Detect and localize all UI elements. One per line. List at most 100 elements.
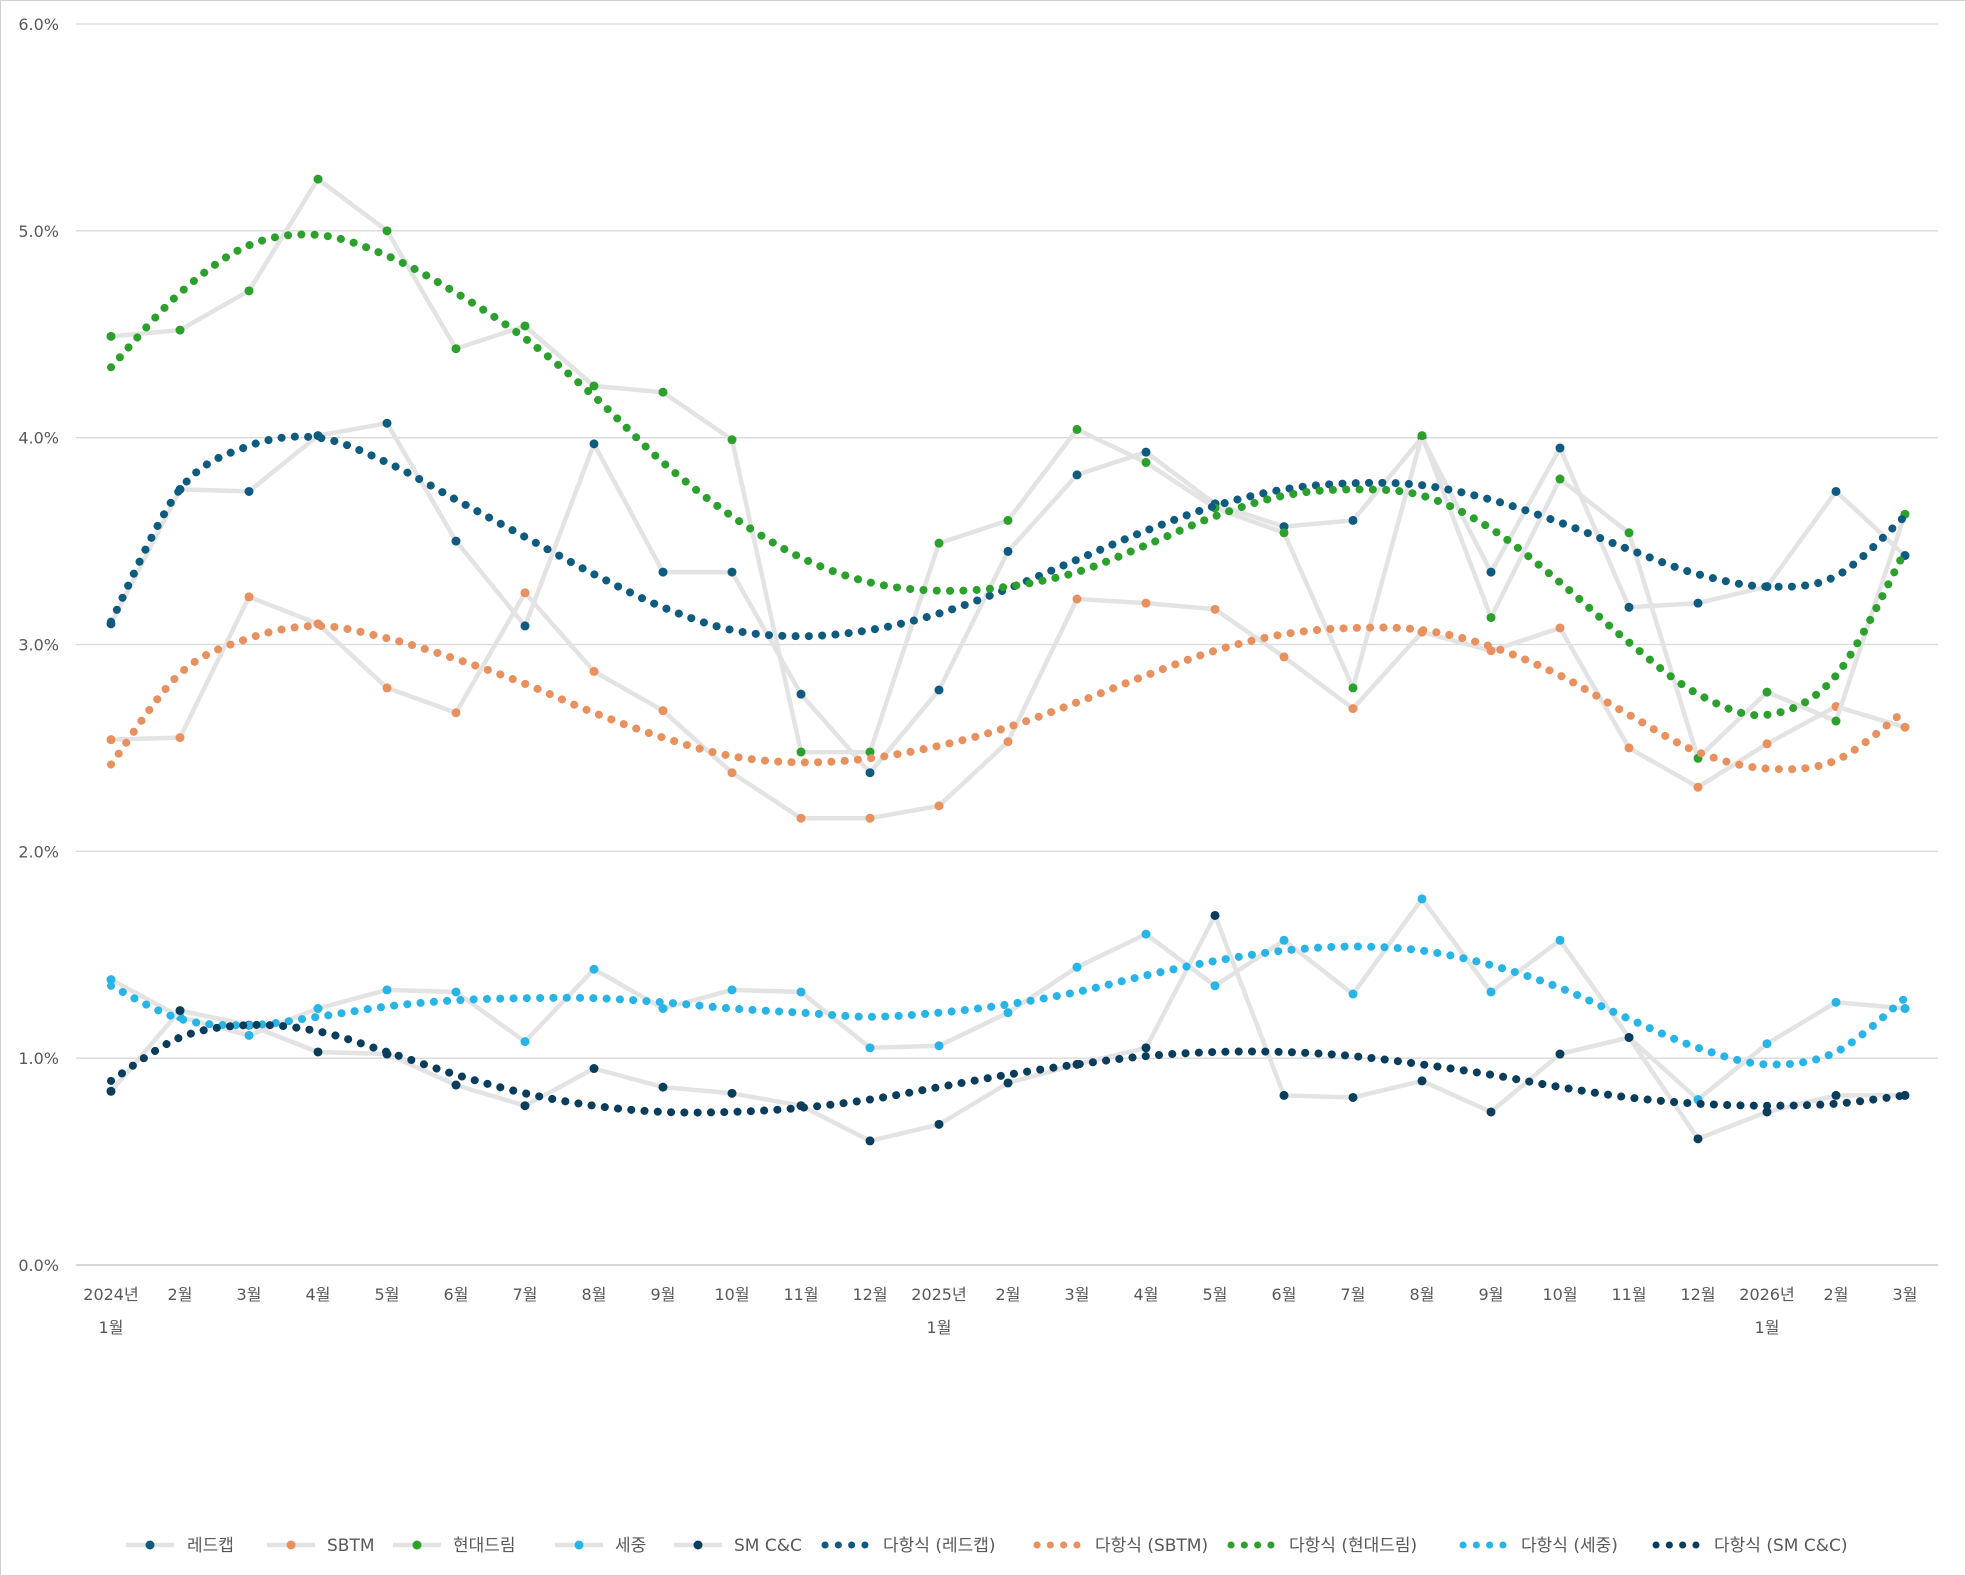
data-point xyxy=(1279,935,1289,945)
data-point xyxy=(934,1041,944,1051)
legend-label: SM C&C xyxy=(734,1536,802,1556)
data-point xyxy=(1417,1076,1427,1086)
data-point xyxy=(1555,1049,1565,1059)
series-lines xyxy=(106,174,1910,1146)
data-point xyxy=(1141,1043,1151,1053)
data-point xyxy=(589,1064,599,1074)
data-point xyxy=(1693,1134,1703,1144)
data-point xyxy=(313,1047,323,1057)
series-sm-c-c xyxy=(106,910,1910,1146)
data-point xyxy=(865,813,875,823)
legend-label: 세중 xyxy=(615,1536,646,1556)
data-point xyxy=(1348,704,1358,714)
data-point xyxy=(1693,782,1703,792)
data-point xyxy=(1900,722,1910,732)
data-point xyxy=(1348,1092,1358,1102)
x-tick-label: 2월 xyxy=(168,1285,193,1304)
y-tick-label: 2.0% xyxy=(18,842,59,861)
data-point xyxy=(1141,929,1151,939)
data-point xyxy=(865,1136,875,1146)
data-point xyxy=(1555,623,1565,633)
data-point xyxy=(451,987,461,997)
data-point xyxy=(1831,716,1841,726)
data-point xyxy=(658,387,668,397)
x-tick-label: 12월 xyxy=(852,1285,887,1304)
data-point xyxy=(1624,1032,1634,1042)
data-point xyxy=(1003,737,1013,747)
x-tick-label: 9월 xyxy=(1479,1285,1504,1304)
legend-label: 다항식 (레드캡) xyxy=(883,1536,996,1556)
trendline-다항식-sm-c-c xyxy=(107,1020,1909,1117)
data-point xyxy=(727,1088,737,1098)
legend-label: 다항식 (세중) xyxy=(1521,1536,1618,1556)
data-point xyxy=(1555,474,1565,484)
data-point xyxy=(313,174,323,184)
x-tick-label: 6월 xyxy=(444,1285,469,1304)
legend: 레드캡 SBTM 현대드림 세중 SM C&C 다항식 (레드캡) 다항식 (SBTM) 다항… xyxy=(126,1536,1847,1556)
data-point xyxy=(451,536,461,546)
data-point xyxy=(382,226,392,236)
data-point xyxy=(1693,598,1703,608)
legend-item-현대드림: 현대드림 xyxy=(393,1536,516,1556)
x-tick-label: 10월 xyxy=(714,1285,749,1304)
series-line xyxy=(110,176,1908,761)
data-point xyxy=(382,985,392,995)
legend-item-다항식-레드캡: 다항식 (레드캡) xyxy=(821,1536,996,1556)
data-point xyxy=(1348,515,1358,525)
data-point xyxy=(796,813,806,823)
data-point xyxy=(934,538,944,548)
y-tick-label: 4.0% xyxy=(18,429,59,448)
legend-label: 레드캡 xyxy=(187,1536,234,1556)
data-point xyxy=(1210,604,1220,614)
data-point xyxy=(1900,1004,1910,1014)
legend-item-다항식-sbtm: 다항식 (SBTM) xyxy=(1033,1536,1208,1556)
data-point xyxy=(658,706,668,716)
series-line xyxy=(109,913,1905,1144)
legend-item-sm-c-c: SM C&C xyxy=(674,1536,802,1556)
data-point xyxy=(658,1082,668,1092)
data-point xyxy=(313,1004,323,1014)
x-tick-label: 5월 xyxy=(1203,1285,1228,1304)
trendline-다항식-세중 xyxy=(107,942,1909,1069)
trendline-다항식-sbtm xyxy=(107,621,1909,774)
data-point xyxy=(244,592,254,602)
x-tick-label: 12월 xyxy=(1680,1285,1715,1304)
data-point xyxy=(520,1101,530,1111)
legend-swatch-marker xyxy=(412,1540,422,1550)
data-point xyxy=(796,987,806,997)
data-point xyxy=(1072,470,1082,480)
legend-item-다항식-세중: 다항식 (세중) xyxy=(1459,1536,1618,1556)
x-tick-label: 3월 xyxy=(237,1285,262,1304)
series-line xyxy=(109,896,1906,1102)
y-tick-label: 0.0% xyxy=(18,1256,59,1275)
data-point xyxy=(244,486,254,496)
data-point xyxy=(1486,1107,1496,1117)
data-point xyxy=(1486,613,1496,623)
series-현대드림 xyxy=(106,174,1910,763)
data-point xyxy=(244,286,254,296)
data-point xyxy=(1762,1039,1772,1049)
data-point xyxy=(1555,443,1565,453)
legend-label: 현대드림 xyxy=(453,1536,516,1556)
y-axis-ticks: 0.0% 1.0% 2.0% 3.0% 4.0% 5.0% 6.0% xyxy=(18,15,59,1275)
data-point xyxy=(451,344,461,354)
data-point xyxy=(1486,567,1496,577)
data-point xyxy=(1003,1078,1013,1088)
x-tick-label: 11월 xyxy=(783,1285,818,1304)
series-line xyxy=(110,590,1906,821)
x-tick-label: 4월 xyxy=(306,1285,331,1304)
legend-swatch-marker xyxy=(574,1540,584,1550)
legend-label: 다항식 (SM C&C) xyxy=(1714,1536,1847,1556)
data-point xyxy=(1141,598,1151,608)
series-레드캡 xyxy=(106,418,1910,778)
data-point xyxy=(382,683,392,693)
data-point xyxy=(589,666,599,676)
data-point xyxy=(1279,528,1289,538)
data-point xyxy=(451,1080,461,1090)
legend-swatch-marker xyxy=(693,1540,703,1550)
x-tick-label: 7월 xyxy=(1341,1285,1366,1304)
data-point xyxy=(175,733,185,743)
data-point xyxy=(727,435,737,445)
x-tick-label: 2월 xyxy=(1824,1285,1849,1304)
